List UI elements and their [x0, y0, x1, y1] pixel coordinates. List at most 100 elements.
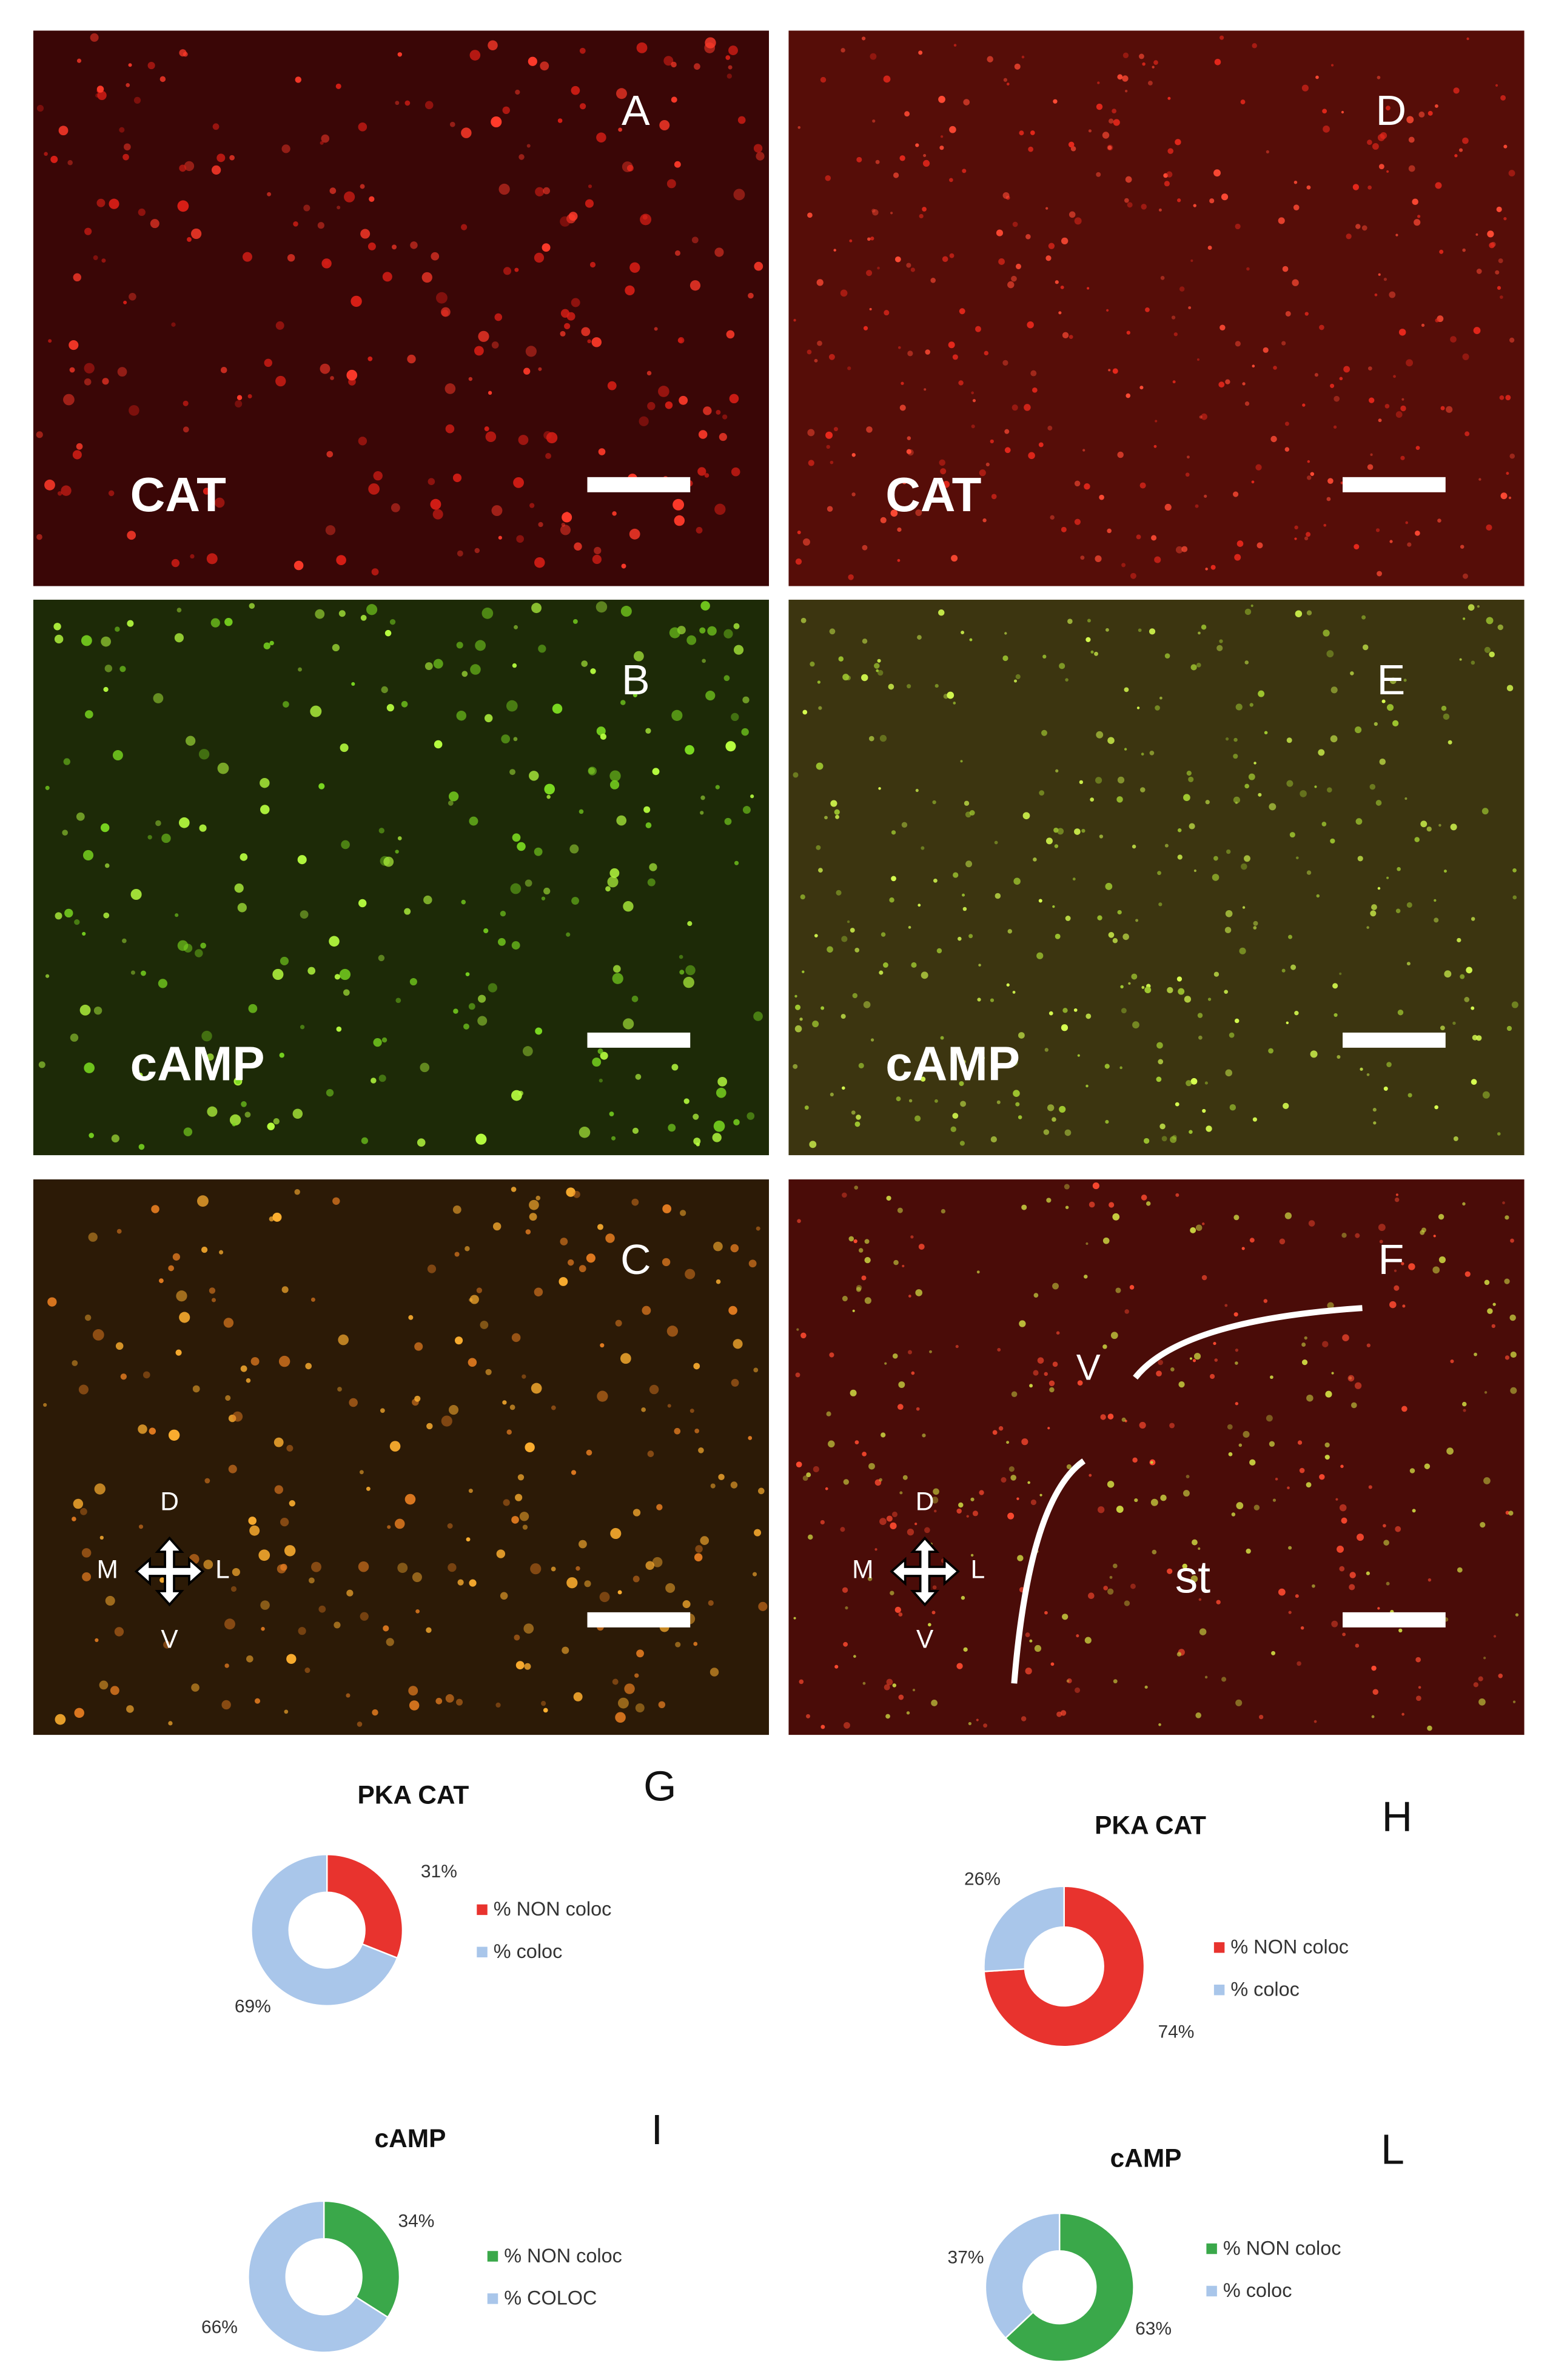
fluorescence-spot	[395, 101, 400, 106]
fluorescence-spot	[758, 1601, 768, 1611]
fluorescence-spot	[72, 1360, 78, 1366]
fluorescence-spot	[794, 1025, 802, 1033]
fluorescence-spot	[1284, 1212, 1292, 1219]
fluorescence-spot	[55, 1714, 66, 1725]
fluorescence-spot	[176, 1290, 187, 1302]
fluorescence-spot	[1463, 1409, 1466, 1412]
fluorescence-spot	[752, 1572, 757, 1577]
fluorescence-spot	[480, 1321, 489, 1329]
fluorescence-spot	[1198, 1547, 1201, 1550]
fluorescence-spot	[1473, 327, 1481, 334]
fluorescence-spot	[620, 606, 632, 617]
fluorescence-spot	[756, 1226, 760, 1231]
fluorescence-spot	[525, 1442, 535, 1453]
fluorescence-spot	[445, 1694, 454, 1703]
fluorescence-spot	[57, 491, 62, 496]
fluorescence-spot	[511, 1187, 517, 1192]
data-label: 34%	[398, 2211, 434, 2231]
fluorescence-spot	[1176, 198, 1181, 203]
fluorescence-spot	[1002, 360, 1008, 366]
fluorescence-spot	[834, 809, 840, 815]
fluorescence-spot	[586, 1449, 592, 1456]
fluorescence-spot	[658, 1701, 666, 1709]
fluorescence-spot	[305, 1363, 312, 1370]
fluorescence-spot	[584, 1580, 591, 1587]
fluorescence-spot	[534, 252, 545, 263]
fluorescence-spot	[1112, 1563, 1118, 1569]
fluorescence-spot	[1476, 1035, 1482, 1041]
fluorescence-spot	[82, 1572, 92, 1581]
fluorescence-spot	[677, 338, 683, 343]
fluorescence-spot	[1089, 1473, 1092, 1477]
fluorescence-spot	[1286, 780, 1293, 787]
fluorescence-spot	[1170, 1367, 1175, 1372]
fluorescence-spot	[447, 1523, 453, 1529]
fluorescence-spot	[1158, 1359, 1164, 1366]
micrograph	[33, 30, 770, 586]
fluorescence-spot	[280, 956, 289, 965]
fluorescence-spot	[742, 696, 750, 703]
fluorescence-spot	[613, 965, 621, 973]
fluorescence-spot	[870, 53, 877, 60]
fluorescence-spot	[506, 700, 518, 712]
fluorescence-spot	[1489, 242, 1495, 249]
fluorescence-spot	[47, 1297, 57, 1307]
fluorescence-spot	[93, 1006, 102, 1015]
fluorescence-spot	[279, 1053, 284, 1058]
fluorescence-spot	[503, 267, 512, 275]
fluorescence-spot	[534, 1287, 543, 1296]
fluorescence-spot	[979, 1490, 984, 1495]
fluorescence-spot	[1330, 735, 1338, 743]
fluorescence-spot	[389, 1441, 401, 1452]
fluorescence-spot	[1105, 628, 1109, 632]
fluorescence-spot	[990, 1136, 997, 1143]
fluorescence-spot	[856, 1287, 862, 1292]
fluorescence-spot	[1074, 518, 1081, 525]
fluorescence-spot	[572, 618, 578, 624]
fluorescence-spot	[1415, 1695, 1421, 1701]
fluorescence-spot	[1235, 1361, 1238, 1365]
fluorescence-spot	[535, 187, 545, 196]
fluorescence-spot	[714, 503, 726, 515]
fluorescence-spot	[273, 1437, 284, 1447]
fluorescence-spot	[267, 192, 272, 196]
fluorescence-spot	[382, 272, 392, 282]
fluorescence-spot	[1434, 899, 1437, 902]
fluorescence-spot	[1183, 1490, 1190, 1497]
fluorescence-spot	[643, 806, 651, 813]
fluorescence-spot	[1508, 496, 1512, 500]
fluorescence-spot	[998, 258, 1005, 265]
fluorescence-spot	[757, 1487, 765, 1495]
fluorescence-spot	[1156, 1042, 1163, 1049]
fluorescence-spot	[1201, 625, 1207, 630]
fluorescence-spot	[953, 872, 959, 878]
fluorescence-spot	[883, 75, 891, 83]
fluorescence-spot	[336, 555, 346, 565]
fluorescence-spot	[605, 886, 611, 892]
fluorescence-spot	[662, 1258, 671, 1267]
fluorescence-spot	[1400, 455, 1405, 460]
fluorescence-spot	[219, 1250, 224, 1255]
fluorescence-spot	[1278, 217, 1285, 224]
fluorescence-spot	[358, 437, 367, 446]
fluorescence-spot	[1367, 139, 1372, 145]
fluorescence-spot	[616, 88, 627, 99]
fluorescence-spot	[710, 1668, 719, 1677]
fluorescence-spot	[667, 1404, 671, 1408]
fluorescence-spot	[824, 816, 828, 820]
fluorescence-spot	[1294, 525, 1298, 530]
fluorescence-spot	[1386, 106, 1391, 111]
fluorescence-spot	[1012, 221, 1018, 227]
fluorescence-spot	[1022, 812, 1030, 820]
fluorescence-spot	[1045, 837, 1053, 845]
fluorescence-spot	[652, 1557, 663, 1567]
fluorescence-spot	[1258, 793, 1262, 797]
fluorescence-spot	[414, 1342, 423, 1351]
fluorescence-spot	[1073, 1008, 1078, 1012]
fluorescence-spot	[1159, 1123, 1166, 1130]
fluorescence-spot	[617, 1590, 622, 1595]
fluorescence-spot	[469, 816, 478, 826]
fluorescence-spot	[503, 1499, 510, 1506]
fluorescence-spot	[1471, 1079, 1477, 1085]
fluorescence-spot	[260, 1600, 270, 1610]
